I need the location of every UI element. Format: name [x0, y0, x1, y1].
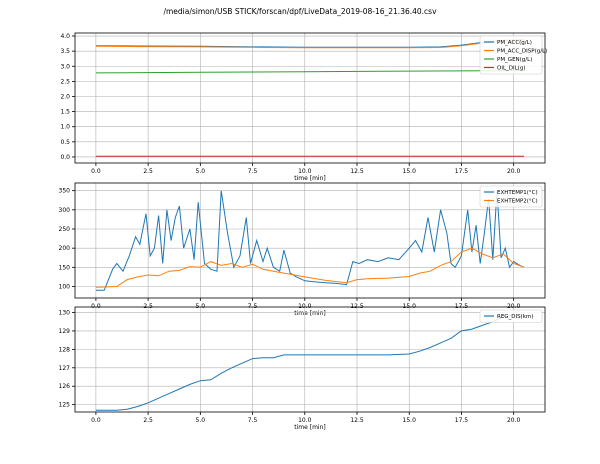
y-tick-label: 130: [59, 310, 71, 317]
axes-frame: [74, 32, 546, 164]
x-tick-label: 20.0: [507, 417, 521, 424]
y-tick-label: 125: [59, 402, 71, 409]
legend-label: PM_GEN(g/L): [497, 57, 532, 63]
x-axis-label: time [min]: [294, 310, 325, 317]
x-tick-label: 12.5: [350, 168, 364, 175]
x-axis-label: time [min]: [294, 424, 325, 431]
x-tick-label: 0.0: [91, 303, 101, 310]
axes-frame: [74, 182, 546, 299]
x-tick-label: 5.0: [196, 168, 206, 175]
y-tick-label: 126: [59, 383, 71, 390]
x-tick-label: 17.5: [455, 168, 469, 175]
legend-box: [479, 185, 543, 208]
x-tick-label: 0.0: [91, 417, 101, 424]
x-tick-label: 20.0: [507, 168, 521, 175]
series-line-3: [95, 70, 525, 74]
y-tick-label: 350: [59, 188, 71, 195]
y-tick-label: 100: [59, 284, 71, 291]
x-tick-label: 15.0: [403, 303, 417, 310]
x-tick-label: 12.5: [350, 417, 364, 424]
chart-panel-3: 0.0 2.5 5.0 7.5 10.0 12.5 15.0 17.5 20.0 125 126 12…: [59, 306, 546, 431]
y-tick-label: 2.5: [60, 78, 70, 85]
x-tick-label: 17.5: [455, 303, 469, 310]
x-tick-label: 20.0: [507, 303, 521, 310]
x-tick-label: 2.5: [143, 417, 153, 424]
y-tick-label: 1.0: [60, 124, 70, 131]
x-tick-label: 15.0: [403, 417, 417, 424]
y-tick-label: 0.0: [60, 154, 70, 161]
figure-title: /media/simon/USB STICK/forscan/dpf/LiveD…: [163, 7, 437, 16]
x-tick-label: 5.0: [196, 417, 206, 424]
y-tick-label: 4.0: [60, 33, 70, 40]
x-tick-label: 7.5: [248, 417, 258, 424]
chart-panel-2: 0.0 2.5 5.0 7.5 10.0 12.5 15.0 17.5 20.0 100 150 20…: [59, 182, 546, 317]
y-tick-label: 128: [59, 346, 71, 353]
series-line-2: [95, 39, 525, 49]
legend-box: [479, 35, 543, 75]
legend-box: [479, 309, 543, 323]
x-tick-label: 7.5: [248, 168, 258, 175]
x-tick-label: 17.5: [455, 417, 469, 424]
x-tick-label: 5.0: [196, 303, 206, 310]
y-tick-label: 200: [59, 245, 71, 252]
chart-panel-1: 0.0 2.5 5.0 7.5 10.0 12.5 15.0 17.5 20.0 0.0 0.5 1.…: [60, 32, 547, 182]
legend-label: EXHTEMP2(°C): [497, 199, 538, 205]
x-tick-label: 2.5: [143, 303, 153, 310]
legend-label: PM_ACC(g/L): [497, 40, 532, 46]
x-tick-label: 2.5: [143, 168, 153, 175]
y-tick-label: 300: [59, 207, 71, 214]
legend-label: REG_DIS(km): [497, 314, 534, 320]
series-line-1: [95, 313, 514, 411]
x-axis-label: time [min]: [294, 175, 325, 182]
y-tick-label: 250: [59, 226, 71, 233]
x-tick-label: 10.0: [298, 417, 312, 424]
legend-label: EXHTEMP1(°C): [497, 190, 538, 196]
axes-frame: [74, 306, 546, 413]
y-tick-label: 3.5: [60, 48, 70, 55]
legend-label: OIL_DIL(g): [497, 66, 525, 72]
y-tick-label: 3.0: [60, 63, 70, 70]
x-tick-label: 7.5: [248, 303, 258, 310]
legend-label: PM_ACC_DISP(g/L): [497, 49, 547, 55]
y-tick-label: 150: [59, 264, 71, 271]
x-tick-label: 12.5: [350, 303, 364, 310]
y-tick-label: 2.0: [60, 93, 70, 100]
x-tick-label: 10.0: [298, 168, 312, 175]
y-tick-label: 1.5: [60, 109, 70, 116]
x-tick-label: 0.0: [91, 168, 101, 175]
y-tick-label: 129: [59, 328, 71, 335]
y-tick-label: 127: [59, 365, 71, 372]
y-tick-label: 0.5: [60, 139, 70, 146]
series-line-2: [95, 247, 525, 288]
x-tick-label: 15.0: [403, 168, 417, 175]
x-tick-label: 10.0: [298, 303, 312, 310]
